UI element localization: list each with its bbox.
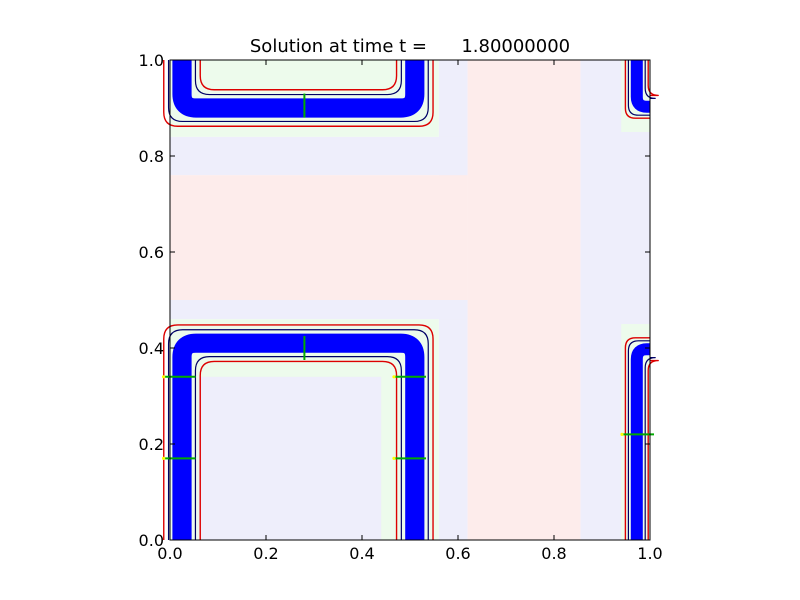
contour-lower-left-band-band	[172, 333, 425, 540]
region-pink-band-horizontal	[170, 175, 468, 300]
contour-accent-dot	[162, 375, 166, 379]
axes: 0.0 0.2 0.4 0.6 0.8 1.0 0.0 0.2 0.4 0.6 0.8 1.0	[139, 51, 663, 563]
contour-lower-right-band-dark-outer	[627, 340, 650, 540]
y-tick-label: 0.0	[139, 531, 164, 550]
region-lavender-below-pink-horizontal	[170, 300, 468, 320]
x-tick-label: 0.6	[445, 544, 470, 563]
contour-upper-right-band-band	[630, 60, 653, 113]
contour-accent-dot	[620, 432, 624, 436]
contour-lower-left-band-inner-outline	[199, 360, 398, 540]
contour-lower-left-band-outer-outline	[163, 324, 434, 540]
y-tick-label: 0.4	[139, 339, 164, 358]
region-pink-band-vertical	[467, 60, 581, 540]
y-tick-label: 0.8	[139, 147, 164, 166]
x-tick-label: 0.8	[541, 544, 566, 563]
region-lavender-above-pink-horizontal	[170, 136, 468, 176]
contour-lower-right-band-dark-inner	[644, 357, 656, 540]
contour-upper-right-band-dark-outer	[627, 60, 650, 116]
y-tick-label: 0.6	[139, 243, 164, 262]
x-tick-label: 1.0	[637, 544, 662, 563]
contour-upper-left-band-dark-inner	[194, 60, 402, 96]
x-tick-label: 0.4	[349, 544, 374, 563]
contour-bands	[162, 60, 659, 540]
contour-lower-right-band-inner-outline	[647, 359, 659, 540]
contour-accent-dot	[162, 456, 166, 460]
contour-upper-right-band-inner-outline	[647, 60, 659, 97]
contour-lower-right-band-outer-outline	[624, 337, 650, 540]
axes-frame	[169, 59, 651, 541]
region-lavender-lower-left-box	[198, 376, 382, 540]
y-tick-label: 1.0	[139, 51, 164, 70]
x-tick-label: 0.2	[253, 544, 278, 563]
x-tick-label: 0.0	[157, 544, 182, 563]
contour-upper-right-band-outer-outline	[624, 60, 650, 119]
contour-lower-right-band-band	[630, 343, 653, 540]
contour-lower-left-band-dark-outer	[167, 329, 429, 540]
contour-upper-left-band-outer-outline	[163, 60, 434, 127]
contour-upper-left-band-inner-outline	[199, 60, 398, 91]
contour-upper-left-band-band	[172, 60, 425, 118]
chart-title: Solution at time t = 1.80000000	[250, 36, 570, 57]
contour-accent-dot	[392, 375, 396, 379]
y-tick-label: 0.2	[139, 435, 164, 454]
contour-accent-dot	[392, 456, 396, 460]
contour-upper-right-band-dark-inner	[644, 60, 656, 99]
contour-upper-left-band-dark-outer	[167, 60, 429, 123]
contour-lower-left-band-dark-inner	[194, 356, 402, 540]
